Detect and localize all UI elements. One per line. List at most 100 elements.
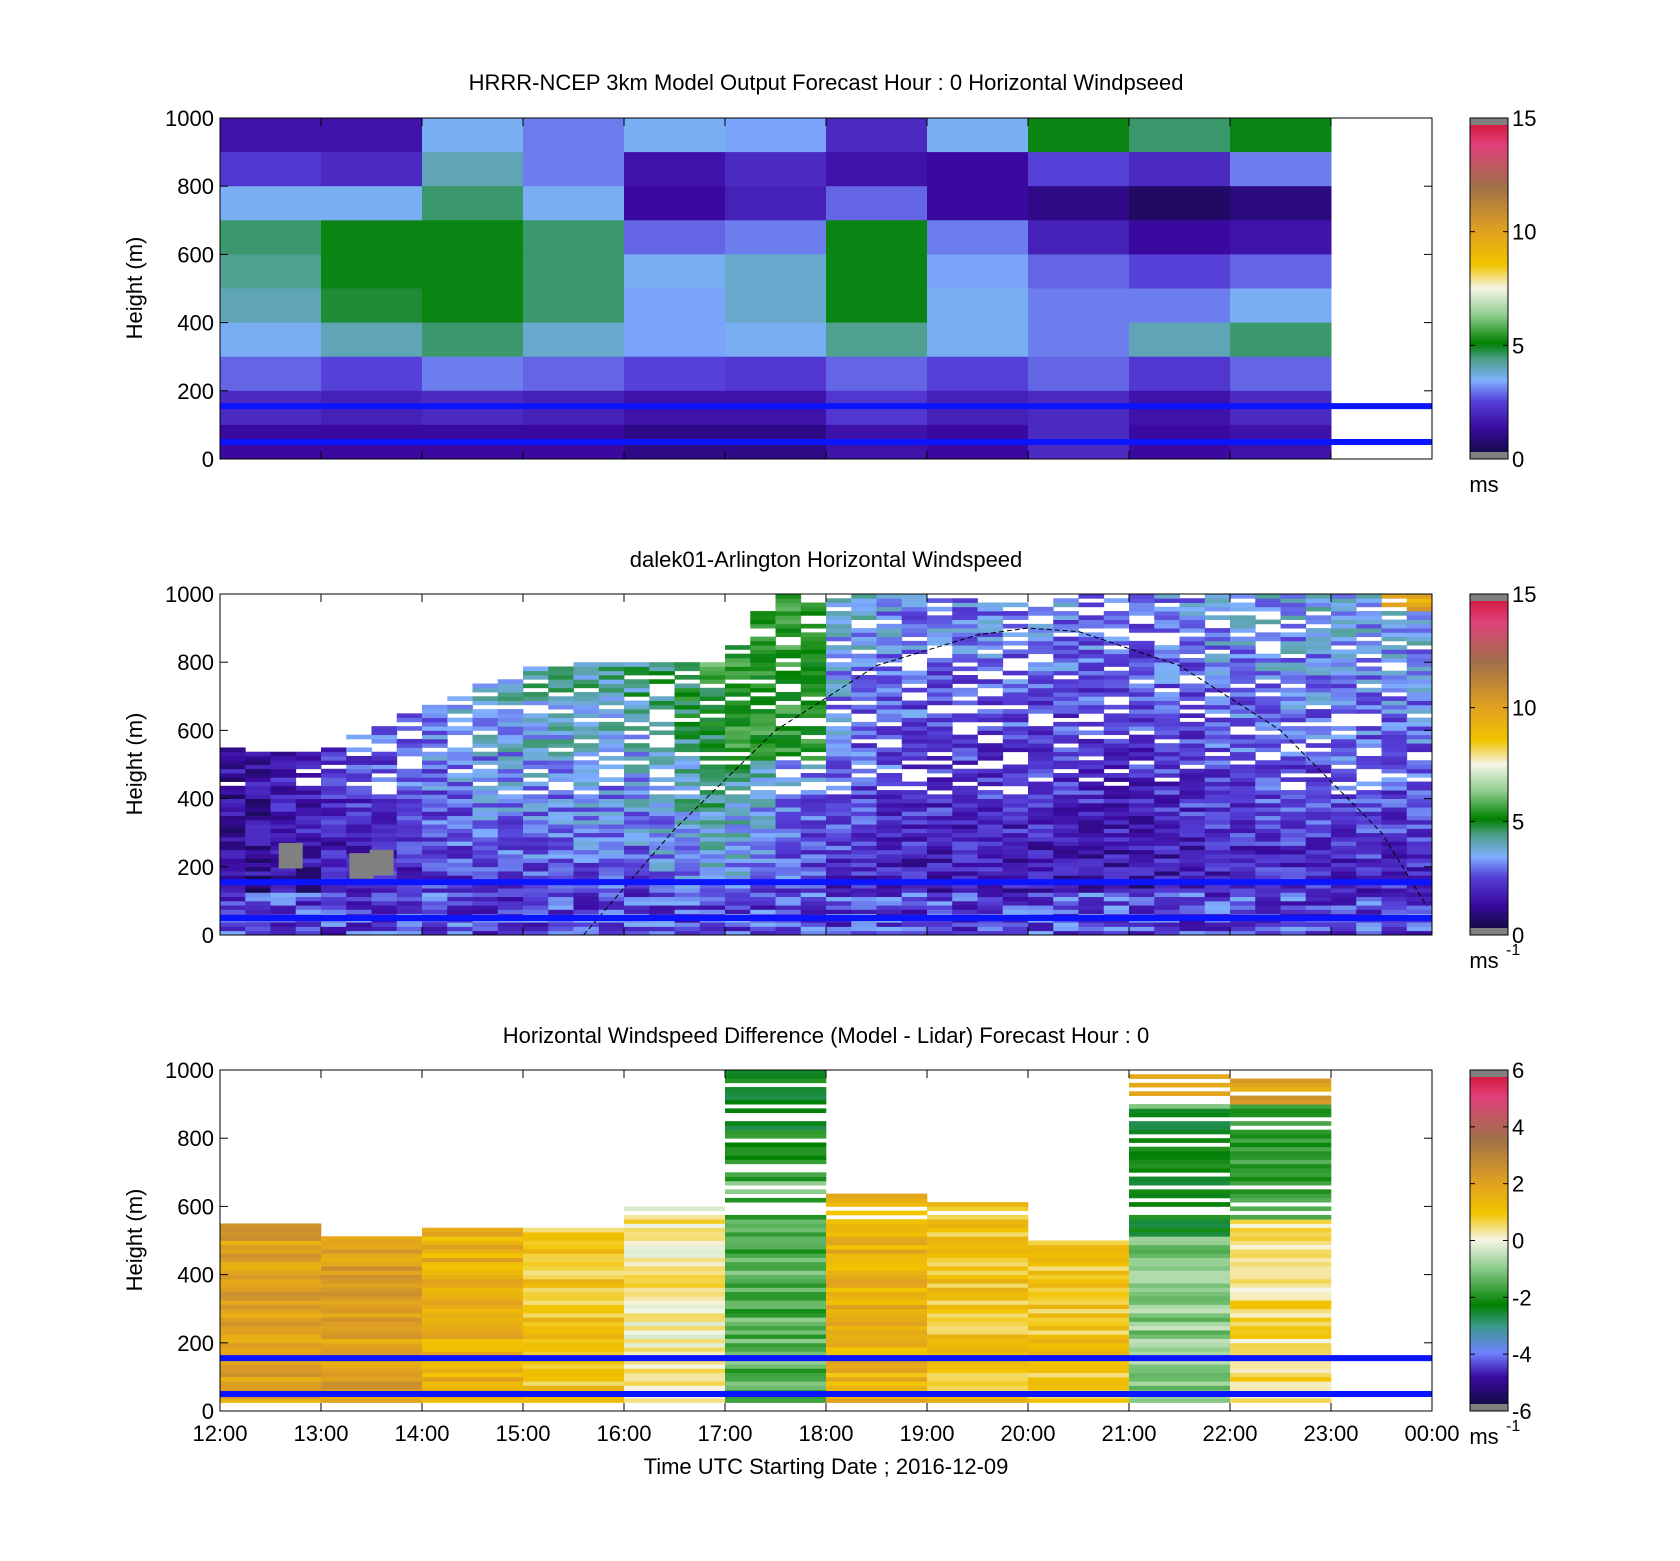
heatmap-cell xyxy=(725,721,751,727)
heatmap-cell xyxy=(497,687,524,693)
heatmap-cell xyxy=(1305,900,1332,906)
heatmap-cell xyxy=(598,905,625,910)
heatmap-cell xyxy=(1230,1078,1332,1084)
heatmap-cell xyxy=(1230,674,1256,680)
heatmap-cell xyxy=(1103,619,1130,625)
heatmap-cell xyxy=(1305,926,1332,932)
heatmap-cell xyxy=(548,854,574,859)
heatmap-cell xyxy=(1103,751,1130,757)
heatmap-cell xyxy=(523,909,549,915)
heatmap-cell xyxy=(523,1398,625,1403)
heatmap-cell xyxy=(1078,602,1105,608)
heatmap-cell xyxy=(1356,611,1382,616)
heatmap-cell xyxy=(1129,670,1155,676)
heatmap-cell xyxy=(295,824,322,829)
heatmap-cell xyxy=(1356,798,1382,804)
heatmap-cell xyxy=(1331,815,1357,821)
heatmap-cell xyxy=(1230,875,1256,880)
heatmap-cell xyxy=(851,653,877,659)
heatmap-cell xyxy=(1129,815,1155,821)
heatmap-cell xyxy=(674,747,701,753)
heatmap-cell xyxy=(1053,781,1079,787)
heatmap-cell xyxy=(422,118,524,153)
heatmap-cell xyxy=(649,922,675,927)
heatmap-cell xyxy=(1028,854,1054,859)
heatmap-cell xyxy=(977,862,1004,868)
heatmap-cell xyxy=(523,1266,625,1271)
heatmap-cell xyxy=(1053,598,1079,603)
heatmap-cell xyxy=(295,854,322,859)
heatmap-cell xyxy=(523,871,549,876)
heatmap-cell xyxy=(826,632,852,638)
heatmap-cell xyxy=(472,900,499,906)
heatmap-cell xyxy=(1028,645,1054,650)
heatmap-cell xyxy=(422,1376,524,1382)
heatmap-cell xyxy=(497,871,524,876)
heatmap-cell xyxy=(1129,896,1155,902)
heatmap-cell xyxy=(497,900,524,906)
heatmap-cell xyxy=(927,186,1029,221)
heatmap-cell xyxy=(901,930,928,936)
heatmap-cell xyxy=(1002,713,1029,719)
heatmap-cell xyxy=(1280,841,1307,846)
heatmap-cell xyxy=(649,900,675,906)
heatmap-cell xyxy=(422,1270,524,1275)
heatmap-cell xyxy=(598,854,625,859)
heatmap-cell xyxy=(1255,798,1281,804)
heatmap-cell xyxy=(1331,858,1357,863)
heatmap-cell xyxy=(295,807,322,812)
heatmap-cell xyxy=(371,888,398,893)
heatmap-cell xyxy=(1028,798,1054,804)
heatmap-cell xyxy=(1154,836,1180,842)
heatmap-cell xyxy=(826,645,852,650)
heatmap-cell xyxy=(1078,709,1105,714)
heatmap-cell xyxy=(750,738,776,744)
heatmap-cell xyxy=(851,794,877,799)
heatmap-cell xyxy=(952,875,978,880)
heatmap-cell xyxy=(1255,811,1281,817)
heatmap-cell xyxy=(321,1270,423,1275)
heatmap-cell xyxy=(952,802,978,808)
heatmap-cell xyxy=(1028,700,1054,706)
heatmap-cell xyxy=(1053,845,1079,851)
heatmap-cell xyxy=(699,836,726,842)
heatmap-cell xyxy=(447,841,473,846)
heatmap-cell xyxy=(649,862,675,868)
heatmap-cell xyxy=(1002,871,1029,876)
heatmap-cell xyxy=(220,832,246,838)
heatmap-cell xyxy=(699,670,726,676)
heatmap-cell xyxy=(447,824,473,829)
heatmap-cell xyxy=(624,1381,726,1386)
heatmap-cell xyxy=(1103,875,1130,880)
heatmap-cell xyxy=(1103,743,1130,748)
heatmap-cell xyxy=(573,807,600,812)
heatmap-cell xyxy=(321,1261,423,1267)
heatmap-cell xyxy=(851,930,877,936)
heatmap-cell xyxy=(876,623,903,629)
heatmap-cell xyxy=(927,1338,1029,1344)
heatmap-cell xyxy=(245,866,271,872)
heatmap-cell xyxy=(523,738,549,744)
heatmap-cell xyxy=(725,773,751,778)
heatmap-cell xyxy=(1280,760,1307,765)
heatmap-cell xyxy=(1028,892,1054,898)
heatmap-cell xyxy=(1406,760,1433,765)
heatmap-cell xyxy=(624,254,726,289)
heatmap-cell xyxy=(927,687,953,693)
heatmap-cell xyxy=(876,807,903,812)
heatmap-cell xyxy=(422,709,448,714)
heatmap-cell xyxy=(1078,862,1105,868)
heatmap-cell xyxy=(826,653,852,659)
colorbar-tick-label: 2 xyxy=(1512,1172,1524,1197)
heatmap-cell xyxy=(876,674,903,680)
heatmap-cell xyxy=(624,841,650,846)
heatmap-cell xyxy=(826,1261,928,1267)
heatmap-cell xyxy=(523,152,625,187)
heatmap-cell xyxy=(901,892,928,898)
heatmap-cell xyxy=(598,666,625,672)
heatmap-cell xyxy=(472,832,499,838)
heatmap-cell xyxy=(1154,883,1180,889)
heatmap-cell xyxy=(422,794,448,799)
heatmap-cell xyxy=(346,819,372,825)
